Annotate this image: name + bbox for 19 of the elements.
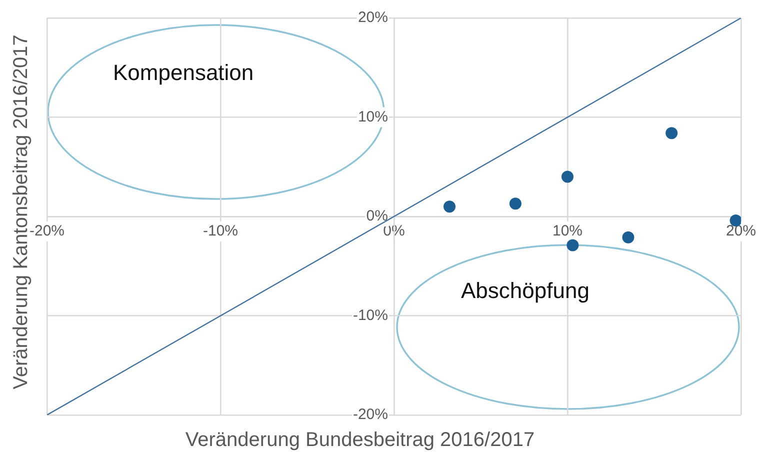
point bbox=[444, 200, 456, 213]
annotation: Kompensation bbox=[113, 60, 254, 85]
annotation: Abschöpfung bbox=[461, 278, 590, 303]
y-tick-label: 10% bbox=[358, 108, 388, 126]
y-tick-label: -10% bbox=[352, 306, 388, 324]
point bbox=[622, 231, 634, 244]
x-tick-label: -20% bbox=[29, 222, 65, 240]
x-tick-label: -10% bbox=[202, 222, 238, 240]
y-tick-label: 20% bbox=[358, 9, 388, 26]
point bbox=[566, 239, 579, 252]
point bbox=[509, 198, 522, 210]
y-tick-label: 0% bbox=[366, 208, 388, 225]
x-tick-label: 10% bbox=[552, 222, 583, 240]
y-axis-title: Veränderung Kantonsbeitrag 2016/2017 bbox=[10, 34, 32, 390]
point bbox=[561, 170, 574, 183]
y-tick-label: -20% bbox=[352, 406, 388, 424]
x-axis-title: Veränderung Bundesbeitrag 2016/2017 bbox=[185, 429, 535, 451]
point bbox=[666, 127, 678, 140]
x-tick-label: 20% bbox=[726, 222, 756, 240]
